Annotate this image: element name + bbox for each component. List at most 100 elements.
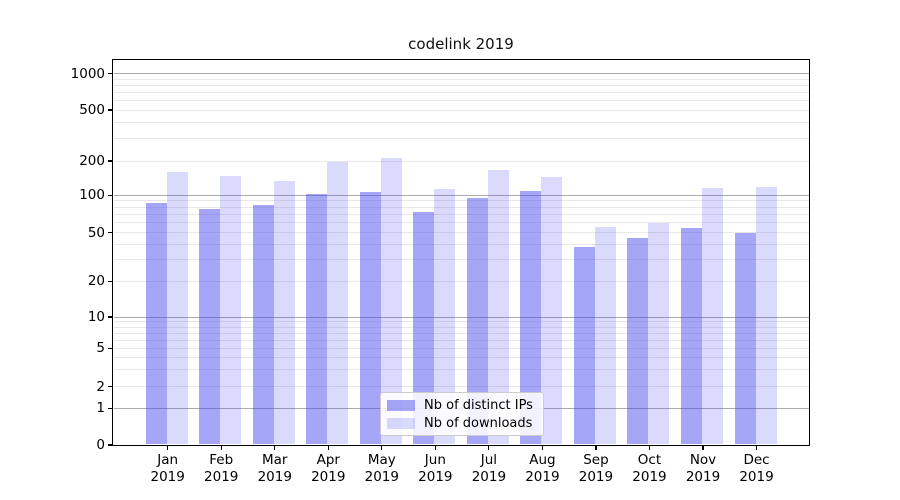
x-tick-label-5: Jun 2019 xyxy=(402,452,468,485)
gridline-minor xyxy=(113,369,809,371)
x-tick-label-line: May xyxy=(367,452,396,468)
x-tick-label-8: Sep 2019 xyxy=(563,452,629,485)
y-tick-mark xyxy=(108,386,113,388)
legend-label: Nb of distinct IPs xyxy=(424,397,533,413)
x-tick-label-0: Jan 2019 xyxy=(135,452,201,485)
bar-downloads-9 xyxy=(648,222,670,445)
y-tick-label-500: 500 xyxy=(79,102,105,118)
gridline-minor xyxy=(113,109,809,111)
y-tick-label-20: 20 xyxy=(87,273,105,290)
gridline-minor xyxy=(113,232,809,234)
gridline-minor xyxy=(113,200,809,202)
x-tick-label-line: Oct xyxy=(637,452,662,468)
x-tick-label-line: 2019 xyxy=(257,468,292,485)
bar-distinct-ips-2 xyxy=(252,204,274,445)
bar-downloads-0 xyxy=(166,171,188,445)
x-tick-label-7: Aug 2019 xyxy=(509,452,575,485)
gridline-minor xyxy=(113,214,809,216)
x-tick-label-line: 2019 xyxy=(364,468,399,485)
y-tick-mark xyxy=(108,407,113,409)
y-tick-label-0: 0 xyxy=(96,437,105,453)
bar-distinct-ips-11 xyxy=(734,232,756,445)
x-tick-mark xyxy=(488,446,490,450)
x-tick-label-line: Sep xyxy=(583,452,609,468)
legend: Nb of distinct IPs Nb of downloads xyxy=(380,392,544,436)
bar-distinct-ips-4 xyxy=(359,192,381,445)
x-tick-label-line: 2019 xyxy=(311,468,346,485)
gridline-minor xyxy=(113,121,809,123)
x-tick-label-line: 2019 xyxy=(204,468,239,485)
x-tick-mark xyxy=(220,446,222,450)
x-tick-label-line: Dec xyxy=(743,452,770,468)
gridline-minor xyxy=(113,206,809,208)
bar-distinct-ips-3 xyxy=(306,193,328,445)
gridline-major xyxy=(113,316,809,318)
legend-label: Nb of downloads xyxy=(424,415,533,431)
x-tick-label-2: Mar 2019 xyxy=(242,452,308,485)
x-tick-label-line: 2019 xyxy=(525,468,560,485)
x-tick-label-line: Jan xyxy=(157,452,179,468)
x-tick-label-line: Jun xyxy=(424,452,446,468)
x-tick-label-line: Apr xyxy=(316,452,340,468)
bar-distinct-ips-1 xyxy=(199,209,221,445)
x-tick-label-line: 2019 xyxy=(418,468,453,485)
y-tick-label-5: 5 xyxy=(96,340,105,357)
gridline-minor xyxy=(113,91,809,93)
x-tick-mark xyxy=(274,446,276,450)
x-tick-label-line: 2019 xyxy=(578,468,614,485)
x-tick-mark xyxy=(595,446,597,450)
x-tick-label-line: Nov xyxy=(689,452,717,468)
legend-item-downloads: Nb of downloads xyxy=(387,416,543,431)
y-tick-mark xyxy=(108,347,113,349)
y-tick-mark xyxy=(108,160,113,162)
gridline-minor xyxy=(113,321,809,323)
x-tick-mark xyxy=(541,446,543,450)
x-tick-label-line: Mar xyxy=(262,452,288,468)
y-tick-mark xyxy=(108,280,113,282)
gridline-minor xyxy=(113,244,809,246)
bar-distinct-ips-0 xyxy=(145,202,167,445)
x-tick-label-6: Jul 2019 xyxy=(456,452,522,485)
x-tick-label-line: 2019 xyxy=(150,468,185,485)
x-tick-label-11: Dec 2019 xyxy=(724,452,790,485)
x-tick-label-9: Oct 2019 xyxy=(616,452,682,485)
y-tick-label-200: 200 xyxy=(79,153,105,169)
gridline-major xyxy=(113,194,809,196)
x-tick-label-line: 2019 xyxy=(471,468,507,485)
bar-downloads-5 xyxy=(434,188,456,445)
gridline-minor xyxy=(113,137,809,139)
y-tick-label-2: 2 xyxy=(96,378,105,395)
x-tick-mark xyxy=(434,446,436,450)
bar-downloads-4 xyxy=(380,158,402,445)
x-tick-label-line: 2019 xyxy=(739,468,774,485)
y-tick-mark xyxy=(108,72,113,75)
bar-downloads-7 xyxy=(541,176,563,445)
y-tick-mark xyxy=(108,444,113,446)
bar-downloads-11 xyxy=(755,186,777,445)
legend-swatch xyxy=(387,417,415,429)
y-tick-label-100: 100 xyxy=(79,187,105,204)
x-tick-mark xyxy=(167,446,169,450)
gridline-minor xyxy=(113,84,809,86)
x-tick-label-1: Feb 2019 xyxy=(188,452,254,485)
bar-distinct-ips-8 xyxy=(573,247,595,445)
x-tick-label-3: Apr 2019 xyxy=(295,452,361,485)
x-tick-mark xyxy=(327,446,329,450)
x-tick-mark xyxy=(702,446,704,450)
y-tick-mark xyxy=(108,316,113,318)
x-tick-label-10: Nov 2019 xyxy=(670,452,736,485)
gridline-minor xyxy=(113,347,809,349)
y-tick-label-50: 50 xyxy=(87,224,105,241)
gridline-minor xyxy=(113,326,809,328)
y-tick-mark xyxy=(108,194,113,196)
gridline-minor xyxy=(113,339,809,341)
y-tick-label-10: 10 xyxy=(87,309,105,325)
x-tick-mark xyxy=(755,446,758,450)
bar-distinct-ips-9 xyxy=(627,238,649,445)
y-tick-label-1: 1 xyxy=(96,400,105,417)
x-tick-label-line: 2019 xyxy=(685,468,721,485)
bar-downloads-3 xyxy=(327,161,349,445)
x-tick-mark xyxy=(648,446,651,450)
bar-distinct-ips-7 xyxy=(520,190,542,445)
x-tick-label-4: May 2019 xyxy=(349,452,415,485)
